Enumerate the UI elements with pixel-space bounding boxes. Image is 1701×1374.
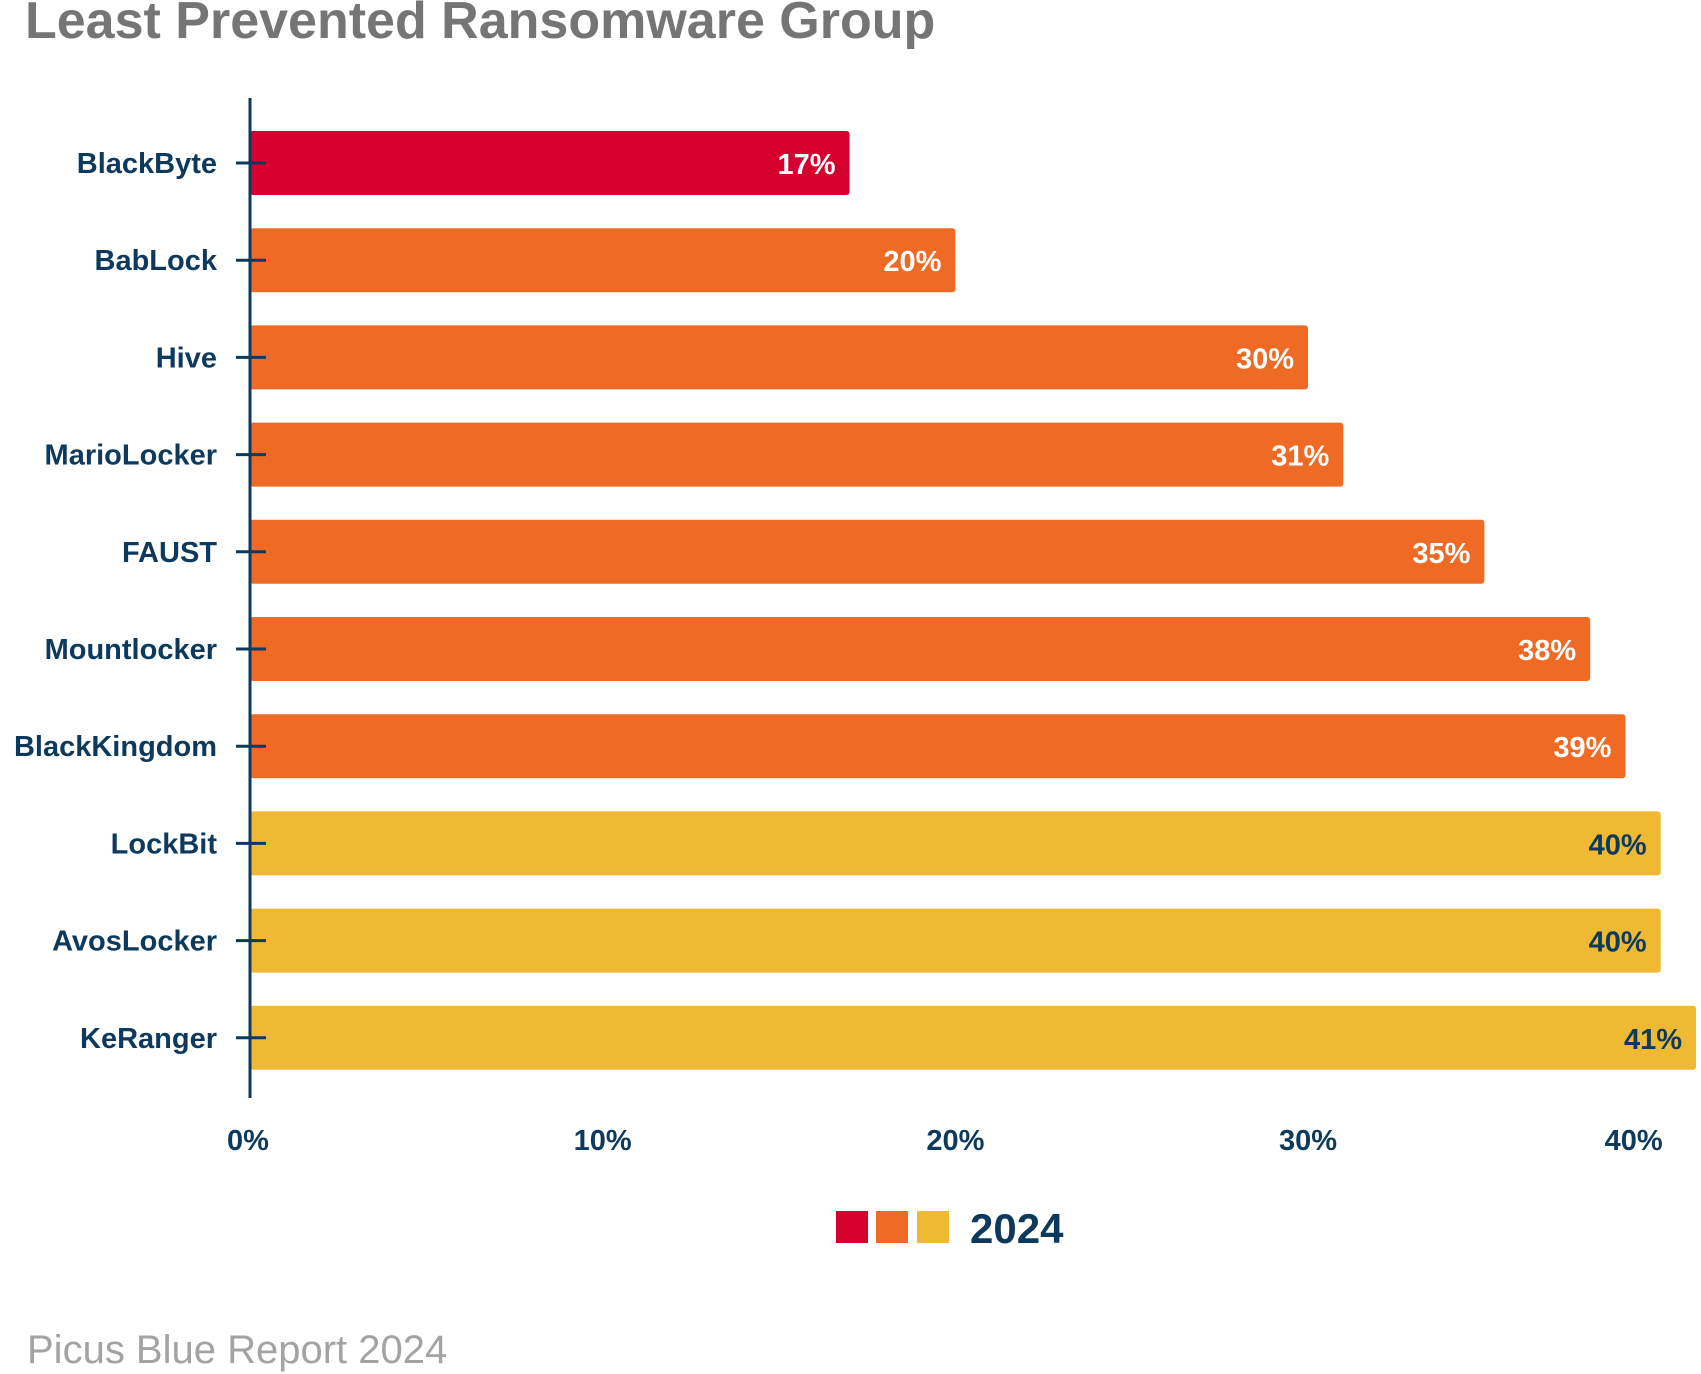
category-label-avoslocker: AvosLocker	[52, 926, 217, 958]
value-label-avoslocker: 40%	[1589, 927, 1647, 959]
legend-swatch	[836, 1211, 868, 1243]
x-tick-label: 40%	[1605, 1125, 1663, 1157]
bar-mountlocker	[250, 617, 1591, 681]
category-label-faust: FAUST	[122, 537, 217, 569]
value-label-mariolocker: 31%	[1271, 441, 1329, 473]
category-label-keranger: KeRanger	[80, 1023, 217, 1055]
value-label-mountlocker: 38%	[1518, 635, 1576, 667]
category-label-mariolocker: MarioLocker	[45, 440, 217, 472]
category-label-blackbyte: BlackByte	[77, 148, 217, 180]
bars-layer: 17% 20% 30% 31% 35% 38% 39% 40% 40% 41%	[250, 131, 1696, 1070]
x-tick-label: 10%	[574, 1125, 632, 1157]
category-label-hive: Hive	[156, 342, 217, 374]
legend-swatch	[876, 1211, 908, 1243]
bar-mariolocker	[250, 422, 1344, 487]
bar-blackbyte	[250, 131, 850, 195]
value-label-bablock: 20%	[883, 246, 941, 278]
bar-avoslocker	[250, 908, 1661, 973]
value-label-blackbyte: 17%	[778, 149, 836, 181]
value-label-lockbit: 40%	[1589, 829, 1647, 861]
x-axis: 0% 10% 20% 30% 40%	[227, 1125, 1663, 1157]
legend-swatch	[917, 1211, 949, 1243]
category-label-lockbit: LockBit	[111, 828, 218, 860]
bar-lockbit	[250, 811, 1661, 876]
legend: 2024	[836, 1205, 1064, 1252]
x-tick-label: 20%	[926, 1125, 984, 1157]
bar-bablock	[250, 228, 956, 293]
category-label-mountlocker: Mountlocker	[45, 634, 217, 666]
footer-source: Picus Blue Report 2024	[27, 1328, 447, 1372]
value-label-faust: 35%	[1412, 538, 1470, 570]
value-label-hive: 30%	[1236, 343, 1294, 375]
bar-blackkingdom	[250, 714, 1626, 779]
x-tick-label: 0%	[227, 1125, 269, 1157]
bar-keranger	[250, 1005, 1696, 1070]
value-label-blackkingdom: 39%	[1553, 732, 1611, 764]
category-label-blackkingdom: BlackKingdom	[14, 731, 217, 763]
chart-title: Least Prevented Ransomware Group	[25, 0, 935, 50]
bar-faust	[250, 519, 1485, 584]
x-tick-label: 30%	[1279, 1125, 1337, 1157]
bar-hive	[250, 325, 1309, 390]
y-axis: BlackByte BabLock Hive MarioLocker FAUST Moun…	[14, 98, 266, 1098]
legend-label: 2024	[970, 1205, 1064, 1252]
category-label-bablock: BabLock	[95, 245, 218, 277]
value-label-keranger: 41%	[1624, 1024, 1682, 1056]
